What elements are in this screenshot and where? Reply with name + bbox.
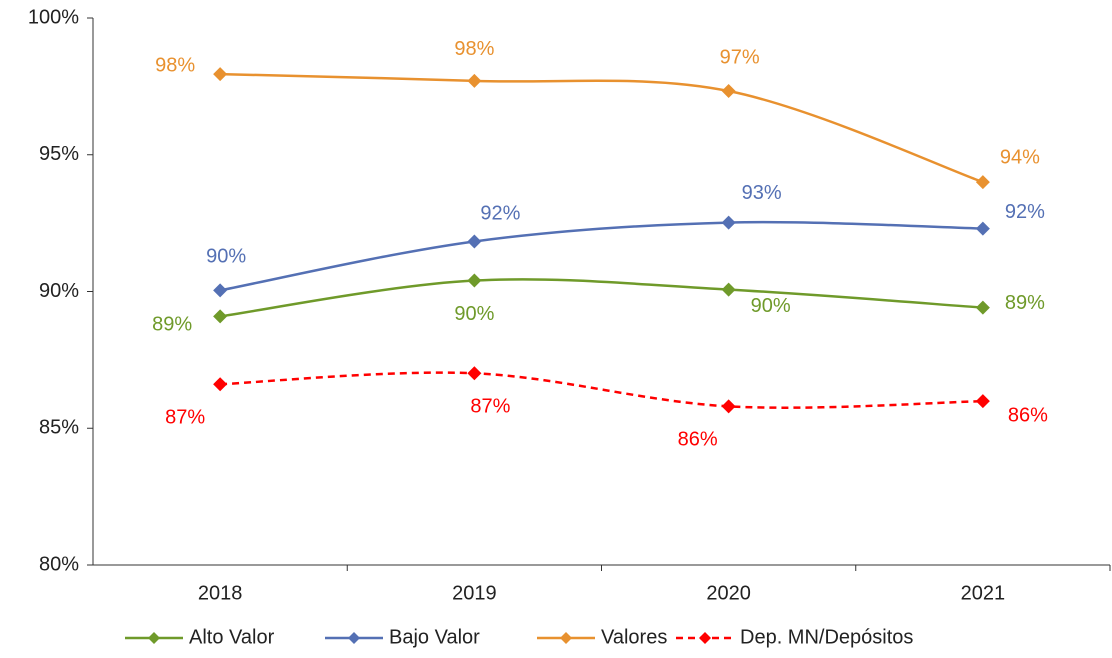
y-tick-label: 100% xyxy=(28,6,79,28)
legend-label: Bajo Valor xyxy=(389,626,480,648)
marker xyxy=(213,283,228,298)
data-label: 92% xyxy=(1005,201,1045,223)
marker xyxy=(721,399,736,414)
series-line xyxy=(219,278,983,318)
data-label: 93% xyxy=(742,182,782,204)
legend-marker xyxy=(560,632,572,644)
data-label: 98% xyxy=(155,54,195,76)
marker xyxy=(721,215,736,230)
legend-label: Dep. MN/Depósitos xyxy=(740,626,913,648)
legend-marker xyxy=(699,632,711,644)
marker xyxy=(975,221,990,236)
x-tick-label: 2021 xyxy=(961,582,1006,604)
legend-label: Alto Valor xyxy=(189,626,275,648)
legend-label: Valores xyxy=(601,626,667,648)
data-label: 92% xyxy=(480,203,520,225)
data-label: 89% xyxy=(1005,292,1045,314)
marker xyxy=(467,234,482,249)
series-line xyxy=(220,371,983,409)
marker xyxy=(975,175,990,190)
data-label: 90% xyxy=(751,295,791,317)
x-tick-label: 2020 xyxy=(706,582,751,604)
legend-marker xyxy=(148,632,160,644)
data-label: 87% xyxy=(470,396,510,418)
data-label: 90% xyxy=(206,246,246,268)
y-tick-label: 90% xyxy=(39,280,79,302)
series-line xyxy=(219,220,983,292)
data-label: 94% xyxy=(1000,146,1040,168)
marker xyxy=(721,282,736,297)
marker xyxy=(721,84,736,99)
data-label: 90% xyxy=(454,303,494,325)
y-tick-label: 95% xyxy=(39,143,79,165)
marker xyxy=(975,300,990,315)
marker xyxy=(213,309,228,324)
data-label: 97% xyxy=(720,46,760,68)
series-line xyxy=(220,72,984,184)
marker xyxy=(467,73,482,88)
x-tick-label: 2018 xyxy=(198,582,243,604)
data-label: 98% xyxy=(454,38,494,60)
y-tick-label: 80% xyxy=(39,553,79,575)
y-tick-label: 85% xyxy=(39,417,79,439)
marker xyxy=(467,273,482,288)
data-label: 89% xyxy=(152,314,192,336)
data-label: 86% xyxy=(678,429,718,451)
marker xyxy=(213,377,228,392)
marker xyxy=(467,366,482,381)
legend-marker xyxy=(348,632,360,644)
x-tick-label: 2019 xyxy=(452,582,497,604)
data-label: 87% xyxy=(165,406,205,428)
marker xyxy=(975,394,990,409)
data-label: 86% xyxy=(1008,404,1048,426)
marker xyxy=(213,67,228,82)
